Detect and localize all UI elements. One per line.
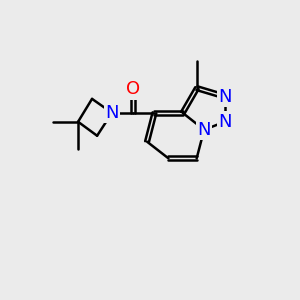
Text: N: N	[218, 113, 232, 131]
Text: N: N	[218, 88, 232, 106]
Text: N: N	[105, 104, 119, 122]
Text: N: N	[197, 121, 211, 139]
Text: O: O	[126, 80, 140, 98]
